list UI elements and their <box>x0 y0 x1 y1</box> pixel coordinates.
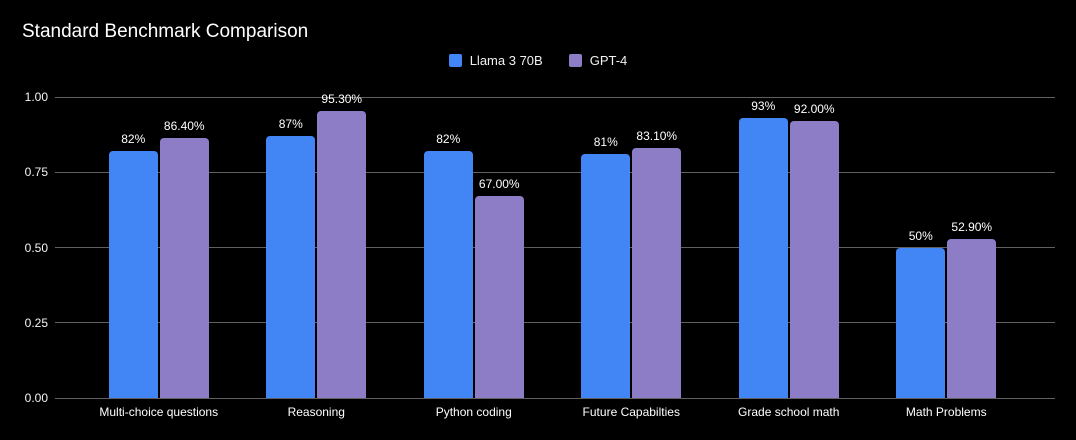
y-axis-tick-label: 1.00 <box>24 90 48 104</box>
bar-value-label: 87% <box>278 117 303 132</box>
bar-group: 93% 92.00% Grade school math <box>710 97 868 419</box>
bar-gpt4[interactable]: 83.10% <box>632 129 682 398</box>
bar-llama[interactable]: 93% <box>738 99 788 398</box>
legend-swatch-icon <box>448 54 462 67</box>
bar-value-label: 50% <box>908 228 933 243</box>
bar-value-label: 81% <box>593 135 618 150</box>
x-axis-category-label: Grade school math <box>738 405 840 419</box>
gridline <box>55 397 1055 399</box>
bar-llama[interactable]: 81% <box>581 135 631 398</box>
legend-label: GPT-4 <box>589 53 628 68</box>
x-axis-category-label: Multi-choice questions <box>99 405 219 419</box>
bar-group: 82% 86.40% Multi-choice questions <box>80 97 238 419</box>
bar-gpt4[interactable]: 52.90% <box>947 220 997 398</box>
bar-gpt4[interactable]: 95.30% <box>317 92 367 398</box>
y-axis-tick-label: 0.50 <box>24 240 48 255</box>
bar-value-label: 93% <box>751 99 776 114</box>
bar-gpt4[interactable]: 67.00% <box>474 177 524 398</box>
bar-gpt4[interactable]: 92.00% <box>789 102 839 398</box>
x-axis-category-label: Reasoning <box>287 405 345 419</box>
legend-item-llama[interactable]: Llama 3 70B <box>448 53 543 68</box>
legend: Llama 3 70B GPT-4 <box>0 53 1076 68</box>
bar-value-label: 67.00% <box>478 177 520 192</box>
gridline <box>55 247 1055 248</box>
bar-groups: 82% 86.40% Multi-choice questions 87% 95.30%… <box>80 92 1026 419</box>
bar-value-label: 86.40% <box>163 118 205 133</box>
bar-group: 87% 95.30% Reasoning <box>238 92 396 419</box>
bar-value-label: 52.90% <box>951 219 993 234</box>
plot-area: 82% 86.40% Multi-choice questions 87% 95.30%… <box>55 92 1055 419</box>
bar-llama[interactable]: 87% <box>266 117 316 398</box>
bar-llama[interactable]: 50% <box>896 229 946 398</box>
legend-label: Llama 3 70B <box>469 53 543 68</box>
bar-group: 82% 67.00% Python coding <box>395 97 553 419</box>
bar-group: 50% 52.90% Math Problems <box>868 97 1026 419</box>
bar-llama[interactable]: 82% <box>423 132 473 398</box>
gridline <box>55 322 1055 324</box>
x-axis-category-label: Python coding <box>435 405 512 419</box>
y-axis-tick-label: 0.75 <box>24 165 48 180</box>
bar-gpt4[interactable]: 86.40% <box>159 119 209 398</box>
bar-value-label: 83.10% <box>636 128 678 143</box>
gridline <box>55 171 1055 173</box>
y-axis-tick-label: 0.00 <box>24 391 48 405</box>
bar-value-label: 82% <box>121 132 146 147</box>
chart-title: Standard Benchmark Comparison <box>22 21 309 42</box>
y-axis-tick-label: 0.25 <box>24 315 48 330</box>
legend-swatch-icon <box>568 54 582 67</box>
legend-item-gpt4[interactable]: GPT-4 <box>568 53 628 68</box>
bar-value-label: 95.30% <box>321 92 363 107</box>
bar-value-label: 82% <box>436 132 461 147</box>
bar-llama[interactable]: 82% <box>108 132 158 398</box>
x-axis-category-label: Future Capabilties <box>582 405 680 419</box>
bar-group: 81% 83.10% Future Capabilties <box>553 97 711 419</box>
gridline <box>55 96 1055 98</box>
bar-value-label: 92.00% <box>793 102 835 117</box>
x-axis-category-label: Math Problems <box>905 405 987 419</box>
